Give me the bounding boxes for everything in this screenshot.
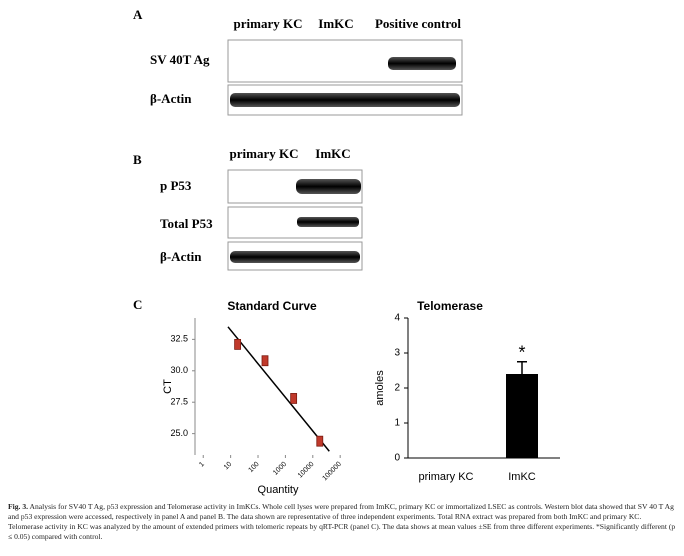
y-tick-label: 30.0 [170,365,188,375]
y-axis-label: CT [162,379,174,394]
y-tick-label: 4 [394,313,400,324]
row-label: SV 40T Ag [150,52,210,67]
column-label: Positive control [375,16,461,31]
chart-title: Standard Curve [227,299,317,313]
point [290,393,298,404]
y-axis-label: amoles [374,370,386,406]
band [230,93,460,107]
x-tick-label: 10000 [297,461,316,480]
row-label: Total P53 [160,216,213,231]
y-tick-label: 0 [394,453,400,464]
caption: Fig. 3. Analysis for SV40 T Ag, p53 expr… [8,502,676,542]
y-tick-label: 1 [394,418,400,429]
point [234,338,242,350]
caption-text: Analysis for SV40 T Ag, p53 expression a… [8,502,676,541]
x-tick-label: primary KC [418,471,473,483]
band [296,179,361,194]
point [316,435,324,447]
y-tick-label: 32.5 [170,334,188,344]
x-tick-label: 10 [223,461,234,472]
x-tick-label: 100 [248,461,261,474]
x-axis-label: Quantity [258,484,299,496]
band [388,57,456,70]
row-label: p P53 [160,178,192,193]
y-tick-label: 27.5 [170,397,188,407]
x-tick-label: 1000 [272,461,288,477]
column-label: primary KC [230,146,299,161]
band [230,251,360,263]
y-tick-label: 3 [394,348,400,359]
point [261,355,269,367]
fit-line [227,326,330,452]
band [297,217,359,227]
column-label: ImKC [315,146,350,161]
y-tick-label: 2 [394,383,400,394]
bar [506,374,538,458]
chart-title: Telomerase [417,299,483,313]
caption-label: Fig. 3. [8,502,29,511]
annotation: * [518,343,525,363]
column-label: ImKC [318,16,353,31]
row-label: β-Actin [150,91,192,106]
x-tick-label: 100000 [321,461,343,483]
y-tick-label: 25.0 [170,428,188,438]
error-bar [517,361,527,374]
panel-label: C [133,297,142,312]
row-label: β-Actin [160,249,202,264]
x-tick-label: 1 [198,461,206,469]
x-tick-label: ImKC [508,471,536,483]
column-label: primary KC [234,16,303,31]
panel-label: A [133,7,143,22]
panel-label: B [133,152,142,167]
figure-art: A primary KC ImKC Positive control SV 40… [133,7,560,496]
